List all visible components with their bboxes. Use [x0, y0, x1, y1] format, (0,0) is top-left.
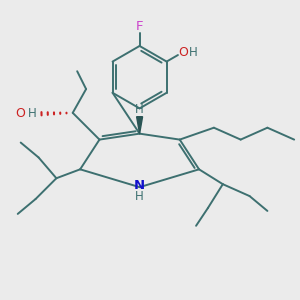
Text: H: H [189, 46, 198, 59]
Polygon shape [136, 117, 142, 134]
Text: H: H [135, 103, 144, 116]
Text: O: O [15, 107, 25, 120]
Text: O: O [178, 46, 188, 59]
Text: N: N [134, 178, 145, 192]
Text: H: H [28, 107, 37, 120]
Text: H: H [135, 190, 144, 202]
Text: F: F [136, 20, 143, 33]
